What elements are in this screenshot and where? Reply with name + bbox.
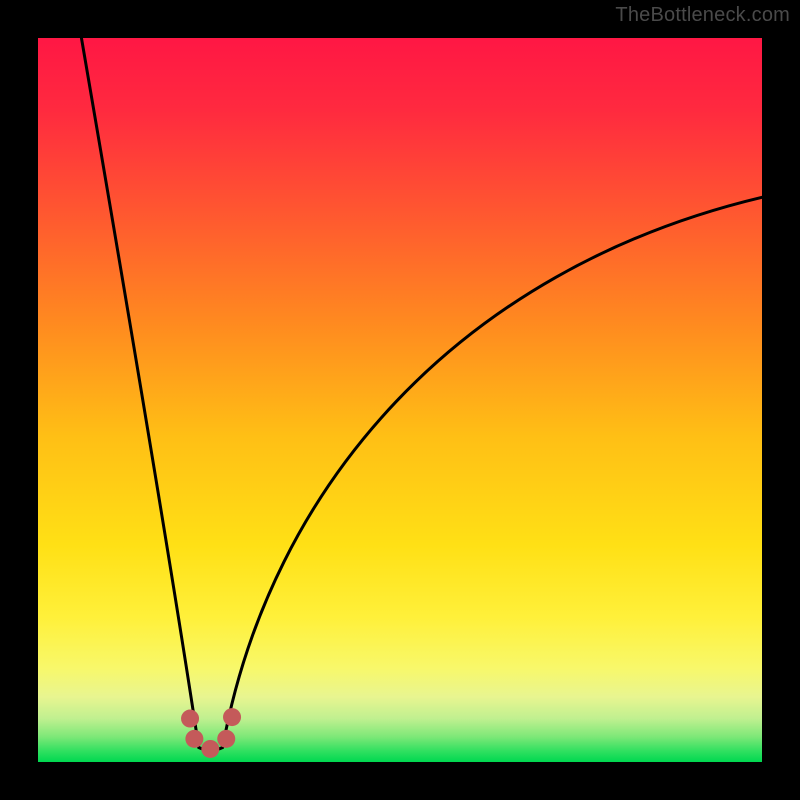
watermark-text: TheBottleneck.com <box>615 4 790 27</box>
bottleneck-chart <box>0 0 800 800</box>
chart-container: TheBottleneck.com <box>0 0 800 800</box>
valley-marker <box>181 710 199 728</box>
valley-marker <box>223 708 241 726</box>
valley-marker <box>185 730 203 748</box>
valley-marker <box>201 740 219 758</box>
gradient-background <box>38 38 762 762</box>
valley-marker <box>217 730 235 748</box>
